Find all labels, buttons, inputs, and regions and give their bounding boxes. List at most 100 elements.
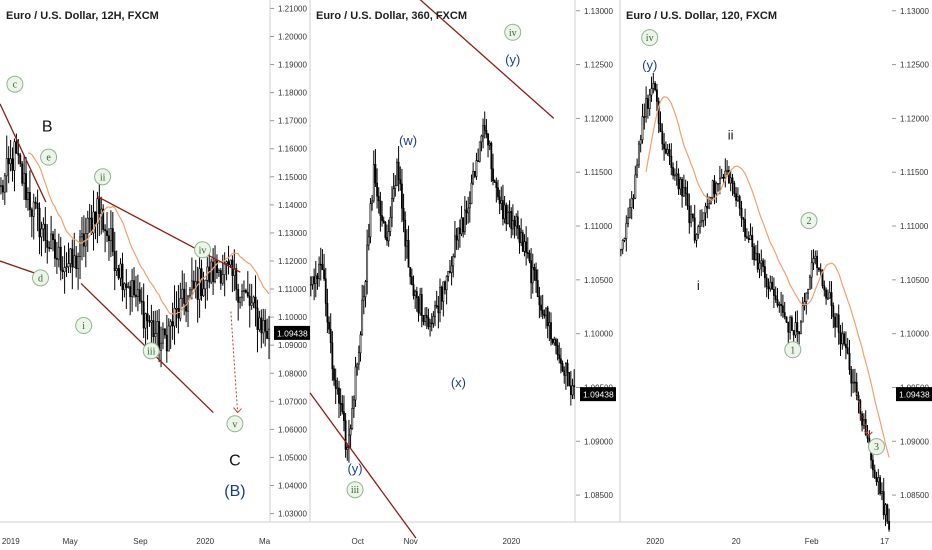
candle-body: [242, 290, 245, 292]
wave-label-circle: [226, 415, 244, 433]
candle-body: [619, 248, 622, 251]
candle-body: [546, 307, 549, 327]
candle-body: [21, 163, 24, 184]
y-tick-label: 1.12000: [900, 114, 929, 123]
candle-body: [321, 264, 324, 271]
candle-body: [96, 198, 99, 225]
candle-body: [652, 83, 655, 89]
candle-body: [711, 180, 714, 198]
candle-body: [1, 185, 4, 193]
candle-body: [470, 182, 473, 204]
wave-label: (y): [347, 461, 362, 476]
candle-body: [706, 205, 709, 209]
candle-body: [798, 331, 801, 335]
candle-body: [266, 330, 269, 339]
candle-body: [679, 178, 682, 190]
candle-body: [686, 193, 689, 207]
candle-body: [250, 302, 253, 306]
candle-body: [621, 240, 624, 250]
candle-body: [113, 251, 116, 271]
candle-body: [309, 284, 312, 286]
y-tick-label: 1.21000: [278, 4, 307, 13]
candle-body: [181, 288, 184, 299]
candle-body: [82, 233, 85, 247]
candle-body: [26, 192, 29, 200]
candle-body: [392, 188, 395, 199]
candle-body: [538, 296, 541, 306]
candle-body: [862, 419, 865, 426]
candle-body: [765, 277, 768, 288]
wave-label: ii: [728, 128, 734, 143]
candle-body: [485, 129, 488, 135]
wave-label-circle: [346, 481, 364, 499]
trendline: [0, 103, 47, 203]
candle-body: [42, 223, 45, 230]
wave-label-circle: [504, 23, 522, 41]
candle-body: [884, 504, 887, 516]
y-tick-label: 1.14000: [278, 201, 307, 210]
candle-body: [30, 209, 33, 217]
candle-body: [695, 234, 698, 241]
candle-body: [63, 267, 66, 273]
candle-body: [877, 477, 880, 483]
candle-body: [541, 309, 544, 315]
candle-body: [144, 313, 147, 329]
candle-body: [163, 328, 166, 336]
candle-body: [52, 233, 55, 240]
candle-body: [880, 491, 883, 494]
y-tick-label: 1.20000: [278, 32, 307, 41]
candle-body: [424, 314, 427, 322]
candle-body: [258, 317, 261, 330]
candle-body: [722, 177, 725, 179]
projection-arrow-head: [233, 407, 242, 414]
candle-body: [323, 269, 325, 280]
candle-body: [500, 200, 503, 204]
candle-body: [376, 182, 378, 197]
candle-body: [625, 223, 628, 239]
candle-body: [839, 331, 842, 345]
candle-body: [167, 325, 170, 352]
candle-body: [536, 280, 539, 298]
candle-body: [663, 143, 666, 150]
wave-label: i: [82, 321, 85, 332]
candle-body: [223, 263, 226, 275]
candle-body: [142, 301, 145, 329]
candle-body: [134, 294, 137, 297]
candle-body: [794, 322, 797, 336]
candle-body: [357, 352, 360, 365]
last-price-label: 1.09438: [899, 390, 930, 400]
candle-body: [241, 290, 244, 298]
candle-body: [244, 290, 247, 293]
candle-body: [351, 407, 354, 429]
candle-body: [641, 116, 644, 141]
candle-body: [540, 304, 542, 311]
y-tick-label: 1.11500: [900, 168, 929, 177]
candle-body: [551, 338, 554, 344]
candle-body: [208, 266, 211, 283]
candle-body: [382, 220, 385, 223]
candle-body: [465, 209, 468, 214]
candle-body: [371, 200, 374, 205]
candle-body: [778, 303, 781, 306]
y-tick-label: 1.16000: [278, 145, 307, 154]
panel-3: 1.13000 1.12500 1.12000 1.11500 1.11000 1.105…: [619, 7, 932, 546]
candle-body: [478, 141, 481, 162]
candle-body: [681, 178, 684, 197]
candle-body: [364, 281, 367, 298]
candle-body: [239, 296, 242, 303]
candle-body: [328, 321, 330, 330]
candle-body: [361, 299, 364, 336]
candle-body: [165, 334, 168, 352]
candle-body: [9, 158, 12, 165]
candle-body: [313, 276, 316, 285]
candle-body: [102, 208, 105, 230]
candle-body: [399, 179, 402, 185]
candle-body: [738, 196, 741, 209]
candle-body: [185, 303, 188, 312]
candle-body: [518, 228, 521, 244]
candle-body: [77, 256, 80, 269]
candle-body: [457, 227, 460, 241]
candle-body: [691, 214, 694, 219]
candle-body: [495, 182, 498, 188]
